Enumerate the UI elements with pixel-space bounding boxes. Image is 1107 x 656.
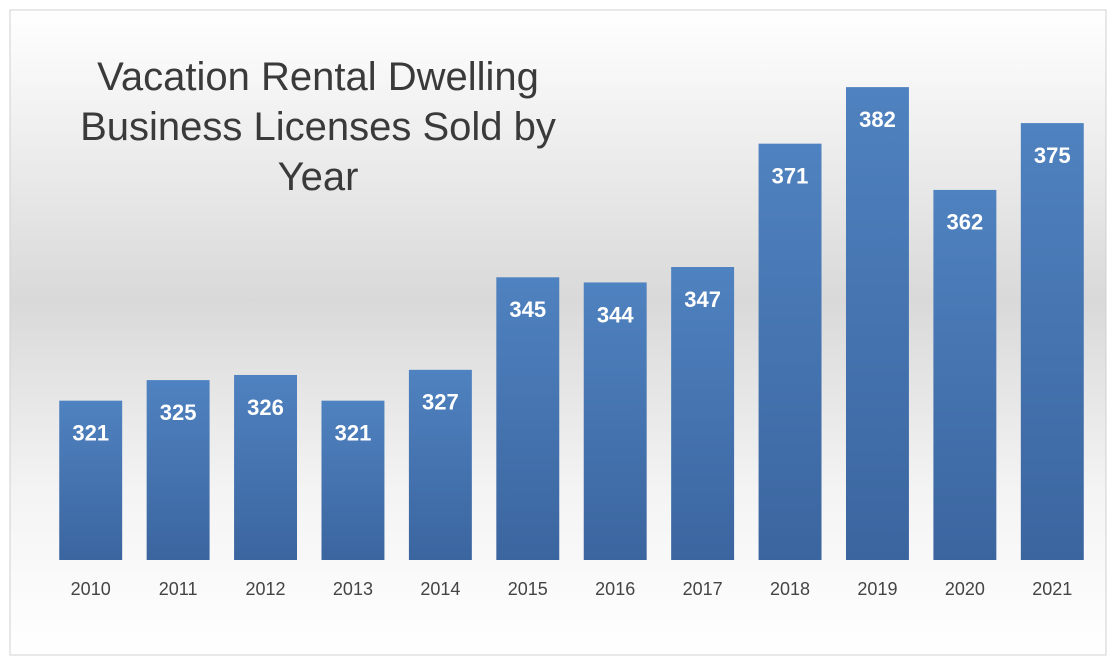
data-label: 371	[772, 163, 809, 188]
x-tick-label: 2010	[71, 579, 111, 599]
x-tick-label: 2012	[246, 579, 286, 599]
x-tick-label: 2019	[857, 579, 897, 599]
data-label: 327	[422, 390, 459, 415]
bar	[845, 87, 909, 561]
chart-title: Vacation Rental Dwelling Business Licens…	[80, 55, 556, 199]
x-tick-label: 2015	[508, 579, 548, 599]
x-tick-label: 2020	[945, 579, 985, 599]
bar	[1020, 123, 1084, 560]
data-label: 347	[684, 287, 721, 312]
bar	[408, 369, 472, 560]
data-label: 362	[947, 210, 984, 235]
x-tick-label: 2021	[1032, 579, 1072, 599]
x-tick-label: 2018	[770, 579, 810, 599]
data-label: 321	[72, 420, 109, 445]
bar	[758, 143, 822, 560]
bar	[234, 374, 298, 560]
data-label: 345	[509, 297, 546, 322]
bar	[496, 277, 560, 560]
x-tick-label: 2017	[683, 579, 723, 599]
bar	[933, 189, 997, 561]
x-tick-label: 2011	[159, 579, 198, 599]
data-label: 326	[247, 395, 284, 420]
bar	[671, 267, 735, 560]
bar	[583, 282, 647, 560]
data-label: 344	[597, 302, 634, 327]
data-label: 375	[1034, 143, 1071, 168]
bar	[59, 400, 123, 560]
bar	[146, 380, 210, 560]
data-label: 321	[335, 420, 372, 445]
x-tick-label: 2016	[595, 579, 635, 599]
bar	[321, 400, 385, 560]
data-label: 325	[160, 400, 197, 425]
data-label: 382	[859, 107, 896, 132]
x-tick-label: 2014	[420, 579, 460, 599]
x-tick-label: 2013	[333, 579, 373, 599]
